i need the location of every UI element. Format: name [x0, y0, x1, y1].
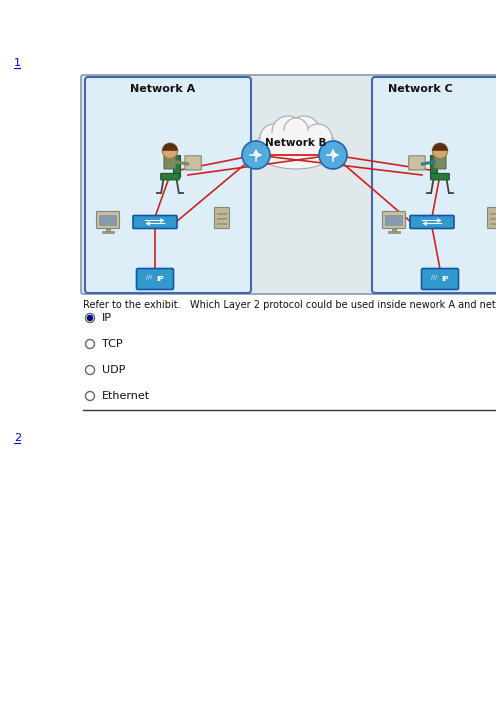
Bar — [430, 155, 436, 177]
Text: ///: /// — [146, 274, 152, 279]
Bar — [490, 218, 496, 220]
Bar — [106, 228, 110, 231]
Bar — [490, 213, 496, 215]
Bar — [173, 155, 180, 177]
FancyBboxPatch shape — [133, 216, 177, 228]
Circle shape — [433, 143, 448, 159]
Text: 2: 2 — [14, 433, 21, 443]
FancyBboxPatch shape — [488, 208, 496, 228]
FancyBboxPatch shape — [161, 173, 179, 180]
Circle shape — [260, 124, 288, 152]
FancyBboxPatch shape — [434, 152, 446, 169]
FancyBboxPatch shape — [410, 216, 454, 228]
FancyBboxPatch shape — [372, 77, 496, 293]
FancyBboxPatch shape — [97, 211, 120, 228]
Text: IP: IP — [102, 313, 112, 323]
Circle shape — [162, 143, 178, 159]
Text: Network A: Network A — [130, 84, 195, 94]
Text: TCP: TCP — [102, 339, 123, 349]
Circle shape — [242, 141, 270, 169]
Bar — [99, 215, 117, 226]
FancyBboxPatch shape — [81, 75, 496, 294]
Bar — [217, 223, 227, 225]
Bar — [490, 223, 496, 225]
Bar — [388, 231, 400, 232]
Text: 1: 1 — [14, 58, 21, 68]
Text: IP: IP — [441, 276, 449, 282]
Ellipse shape — [256, 130, 336, 166]
Wedge shape — [433, 143, 448, 151]
Circle shape — [288, 116, 320, 148]
Circle shape — [87, 315, 92, 321]
FancyBboxPatch shape — [85, 77, 251, 293]
Text: UDP: UDP — [102, 365, 125, 375]
Circle shape — [284, 118, 308, 142]
Bar — [217, 218, 227, 220]
Circle shape — [85, 314, 95, 322]
Ellipse shape — [254, 127, 338, 169]
Bar — [102, 231, 114, 232]
Bar — [392, 228, 396, 231]
FancyBboxPatch shape — [164, 152, 176, 169]
Text: Network B: Network B — [265, 138, 327, 148]
Circle shape — [85, 366, 95, 374]
FancyBboxPatch shape — [214, 208, 230, 228]
Text: ///: /// — [431, 274, 437, 279]
Circle shape — [319, 141, 347, 169]
Text: Refer to the exhibit.   Which Layer 2 protocol could be used inside nework A and: Refer to the exhibit. Which Layer 2 prot… — [83, 300, 496, 310]
Circle shape — [85, 340, 95, 348]
Bar — [385, 215, 403, 226]
FancyBboxPatch shape — [409, 156, 425, 170]
FancyBboxPatch shape — [185, 156, 201, 170]
Wedge shape — [162, 143, 178, 151]
Circle shape — [304, 124, 332, 152]
Bar — [217, 213, 227, 215]
FancyBboxPatch shape — [431, 173, 449, 180]
FancyBboxPatch shape — [422, 268, 458, 289]
FancyBboxPatch shape — [136, 268, 174, 289]
Circle shape — [272, 116, 304, 148]
Circle shape — [85, 392, 95, 401]
FancyBboxPatch shape — [382, 211, 406, 228]
Text: Network C: Network C — [388, 84, 452, 94]
Text: IP: IP — [156, 276, 164, 282]
Text: Ethernet: Ethernet — [102, 391, 150, 401]
